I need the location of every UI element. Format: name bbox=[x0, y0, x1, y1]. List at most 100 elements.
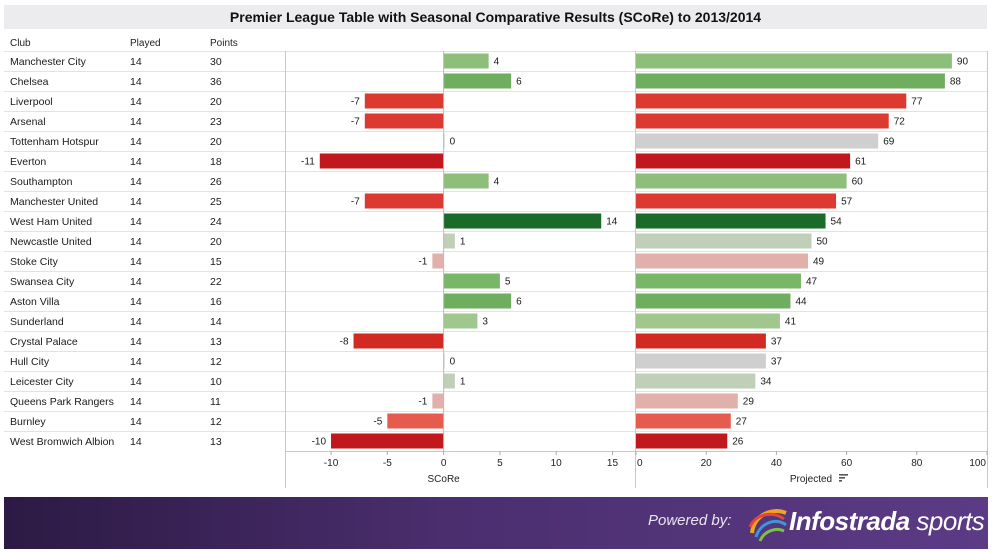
table-row[interactable]: Queens Park Rangers 14 11 bbox=[4, 391, 286, 412]
club-name: Queens Park Rangers bbox=[10, 396, 114, 408]
points-value: 20 bbox=[210, 96, 222, 108]
table-row[interactable]: West Bromwich Albion 14 13 bbox=[4, 431, 286, 452]
projected-data-label: 61 bbox=[855, 157, 867, 168]
projected-bar bbox=[636, 333, 766, 349]
points-value: 22 bbox=[210, 276, 222, 288]
points-value: 10 bbox=[210, 376, 222, 388]
table-row[interactable]: Manchester United 14 25 bbox=[4, 191, 286, 212]
projected-data-label: 72 bbox=[894, 117, 906, 128]
projected-bar bbox=[636, 233, 812, 249]
score-axis-title: SCoRe bbox=[427, 474, 460, 485]
projected-tick-label: 60 bbox=[841, 458, 853, 469]
score-tick-label: 10 bbox=[551, 458, 563, 469]
table-row[interactable]: Arsenal 14 23 bbox=[4, 111, 286, 132]
table-row[interactable]: Southampton 14 26 bbox=[4, 171, 286, 192]
score-bar bbox=[443, 213, 602, 229]
played-value: 14 bbox=[130, 236, 142, 248]
table-row[interactable]: Aston Villa 14 16 bbox=[4, 291, 286, 312]
infostrada-sports-wordmark: Infostrada sports bbox=[789, 506, 985, 537]
projected-bar bbox=[636, 253, 808, 269]
projected-bar bbox=[636, 353, 766, 369]
played-value: 14 bbox=[130, 96, 142, 108]
score-tick-label: -5 bbox=[383, 458, 392, 469]
played-value: 14 bbox=[130, 436, 142, 448]
score-bar bbox=[443, 173, 489, 189]
projected-bar bbox=[636, 393, 738, 409]
club-name: Aston Villa bbox=[10, 296, 60, 308]
column-header-played[interactable]: Played bbox=[130, 38, 161, 49]
sort-descending-icon[interactable] bbox=[839, 474, 848, 482]
projected-tick-label: 80 bbox=[911, 458, 923, 469]
projected-data-label: 37 bbox=[771, 337, 783, 348]
score-data-label: -5 bbox=[373, 417, 382, 428]
projected-bar bbox=[636, 53, 952, 69]
score-bar bbox=[443, 233, 455, 249]
played-value: 14 bbox=[130, 176, 142, 188]
projected-data-label: 49 bbox=[813, 257, 825, 268]
score-data-label: 1 bbox=[460, 237, 466, 248]
points-value: 12 bbox=[210, 416, 222, 428]
score-data-label: 4 bbox=[494, 57, 500, 68]
projected-tick-label: 100 bbox=[969, 458, 986, 469]
table-row[interactable]: Stoke City 14 15 bbox=[4, 251, 286, 272]
score-bar bbox=[443, 313, 478, 329]
points-value: 14 bbox=[210, 316, 222, 328]
table-row[interactable]: Liverpool 14 20 bbox=[4, 91, 286, 112]
score-bar bbox=[387, 413, 444, 429]
played-value: 14 bbox=[130, 116, 142, 128]
score-data-label: 0 bbox=[450, 137, 456, 148]
played-value: 14 bbox=[130, 316, 142, 328]
table-row[interactable]: Leicester City 14 10 bbox=[4, 371, 286, 392]
score-tick-label: 0 bbox=[441, 458, 447, 469]
table-row[interactable]: Burnley 14 12 bbox=[4, 411, 286, 432]
club-name: Leicester City bbox=[10, 376, 74, 388]
score-bar bbox=[331, 433, 444, 449]
projected-data-label: 69 bbox=[883, 137, 895, 148]
points-value: 20 bbox=[210, 236, 222, 248]
table-row[interactable]: West Ham United 14 24 bbox=[4, 211, 286, 232]
table-row[interactable]: Sunderland 14 14 bbox=[4, 311, 286, 332]
table-row[interactable]: Swansea City 14 22 bbox=[4, 271, 286, 292]
points-value: 26 bbox=[210, 176, 222, 188]
points-value: 13 bbox=[210, 436, 222, 448]
score-bar bbox=[319, 153, 444, 169]
points-value: 16 bbox=[210, 296, 222, 308]
table-row[interactable]: Everton 14 18 bbox=[4, 151, 286, 172]
table-row[interactable]: Manchester City 14 30 bbox=[4, 51, 286, 72]
played-value: 14 bbox=[130, 196, 142, 208]
club-name: Manchester United bbox=[10, 196, 99, 208]
projected-bar bbox=[636, 113, 889, 129]
score-data-label: -7 bbox=[351, 97, 360, 108]
points-value: 25 bbox=[210, 196, 222, 208]
projected-bar bbox=[636, 173, 847, 189]
column-header-points[interactable]: Points bbox=[210, 38, 238, 49]
table-row[interactable]: Crystal Palace 14 13 bbox=[4, 331, 286, 352]
projected-bar bbox=[636, 73, 945, 89]
table-row[interactable]: Hull City 14 12 bbox=[4, 351, 286, 372]
table-row[interactable]: Chelsea 14 36 bbox=[4, 71, 286, 92]
projected-axis-title: Projected bbox=[790, 474, 832, 485]
score-tick-label: 5 bbox=[497, 458, 503, 469]
score-bar bbox=[364, 193, 444, 209]
projected-data-label: 90 bbox=[957, 57, 969, 68]
score-data-label: 0 bbox=[450, 357, 456, 368]
powered-by-label: Powered by: bbox=[648, 512, 732, 529]
score-data-label: -8 bbox=[340, 337, 349, 348]
club-name: Sunderland bbox=[10, 316, 64, 328]
played-value: 14 bbox=[130, 216, 142, 228]
column-header-club[interactable]: Club bbox=[10, 38, 31, 49]
projected-data-label: 29 bbox=[743, 397, 755, 408]
projected-tick-label: 0 bbox=[637, 458, 643, 469]
projected-tick-label: 20 bbox=[701, 458, 713, 469]
score-data-label: 6 bbox=[516, 77, 522, 88]
table-row[interactable]: Newcastle United 14 20 bbox=[4, 231, 286, 252]
score-bar bbox=[364, 113, 444, 129]
projected-data-label: 41 bbox=[785, 317, 797, 328]
club-name: Manchester City bbox=[10, 56, 86, 68]
chart-title: Premier League Table with Seasonal Compa… bbox=[4, 5, 987, 29]
table-row[interactable]: Tottenham Hotspur 14 20 bbox=[4, 131, 286, 152]
club-name: Swansea City bbox=[10, 276, 75, 288]
club-name: Liverpool bbox=[10, 96, 53, 108]
score-data-label: 6 bbox=[516, 297, 522, 308]
